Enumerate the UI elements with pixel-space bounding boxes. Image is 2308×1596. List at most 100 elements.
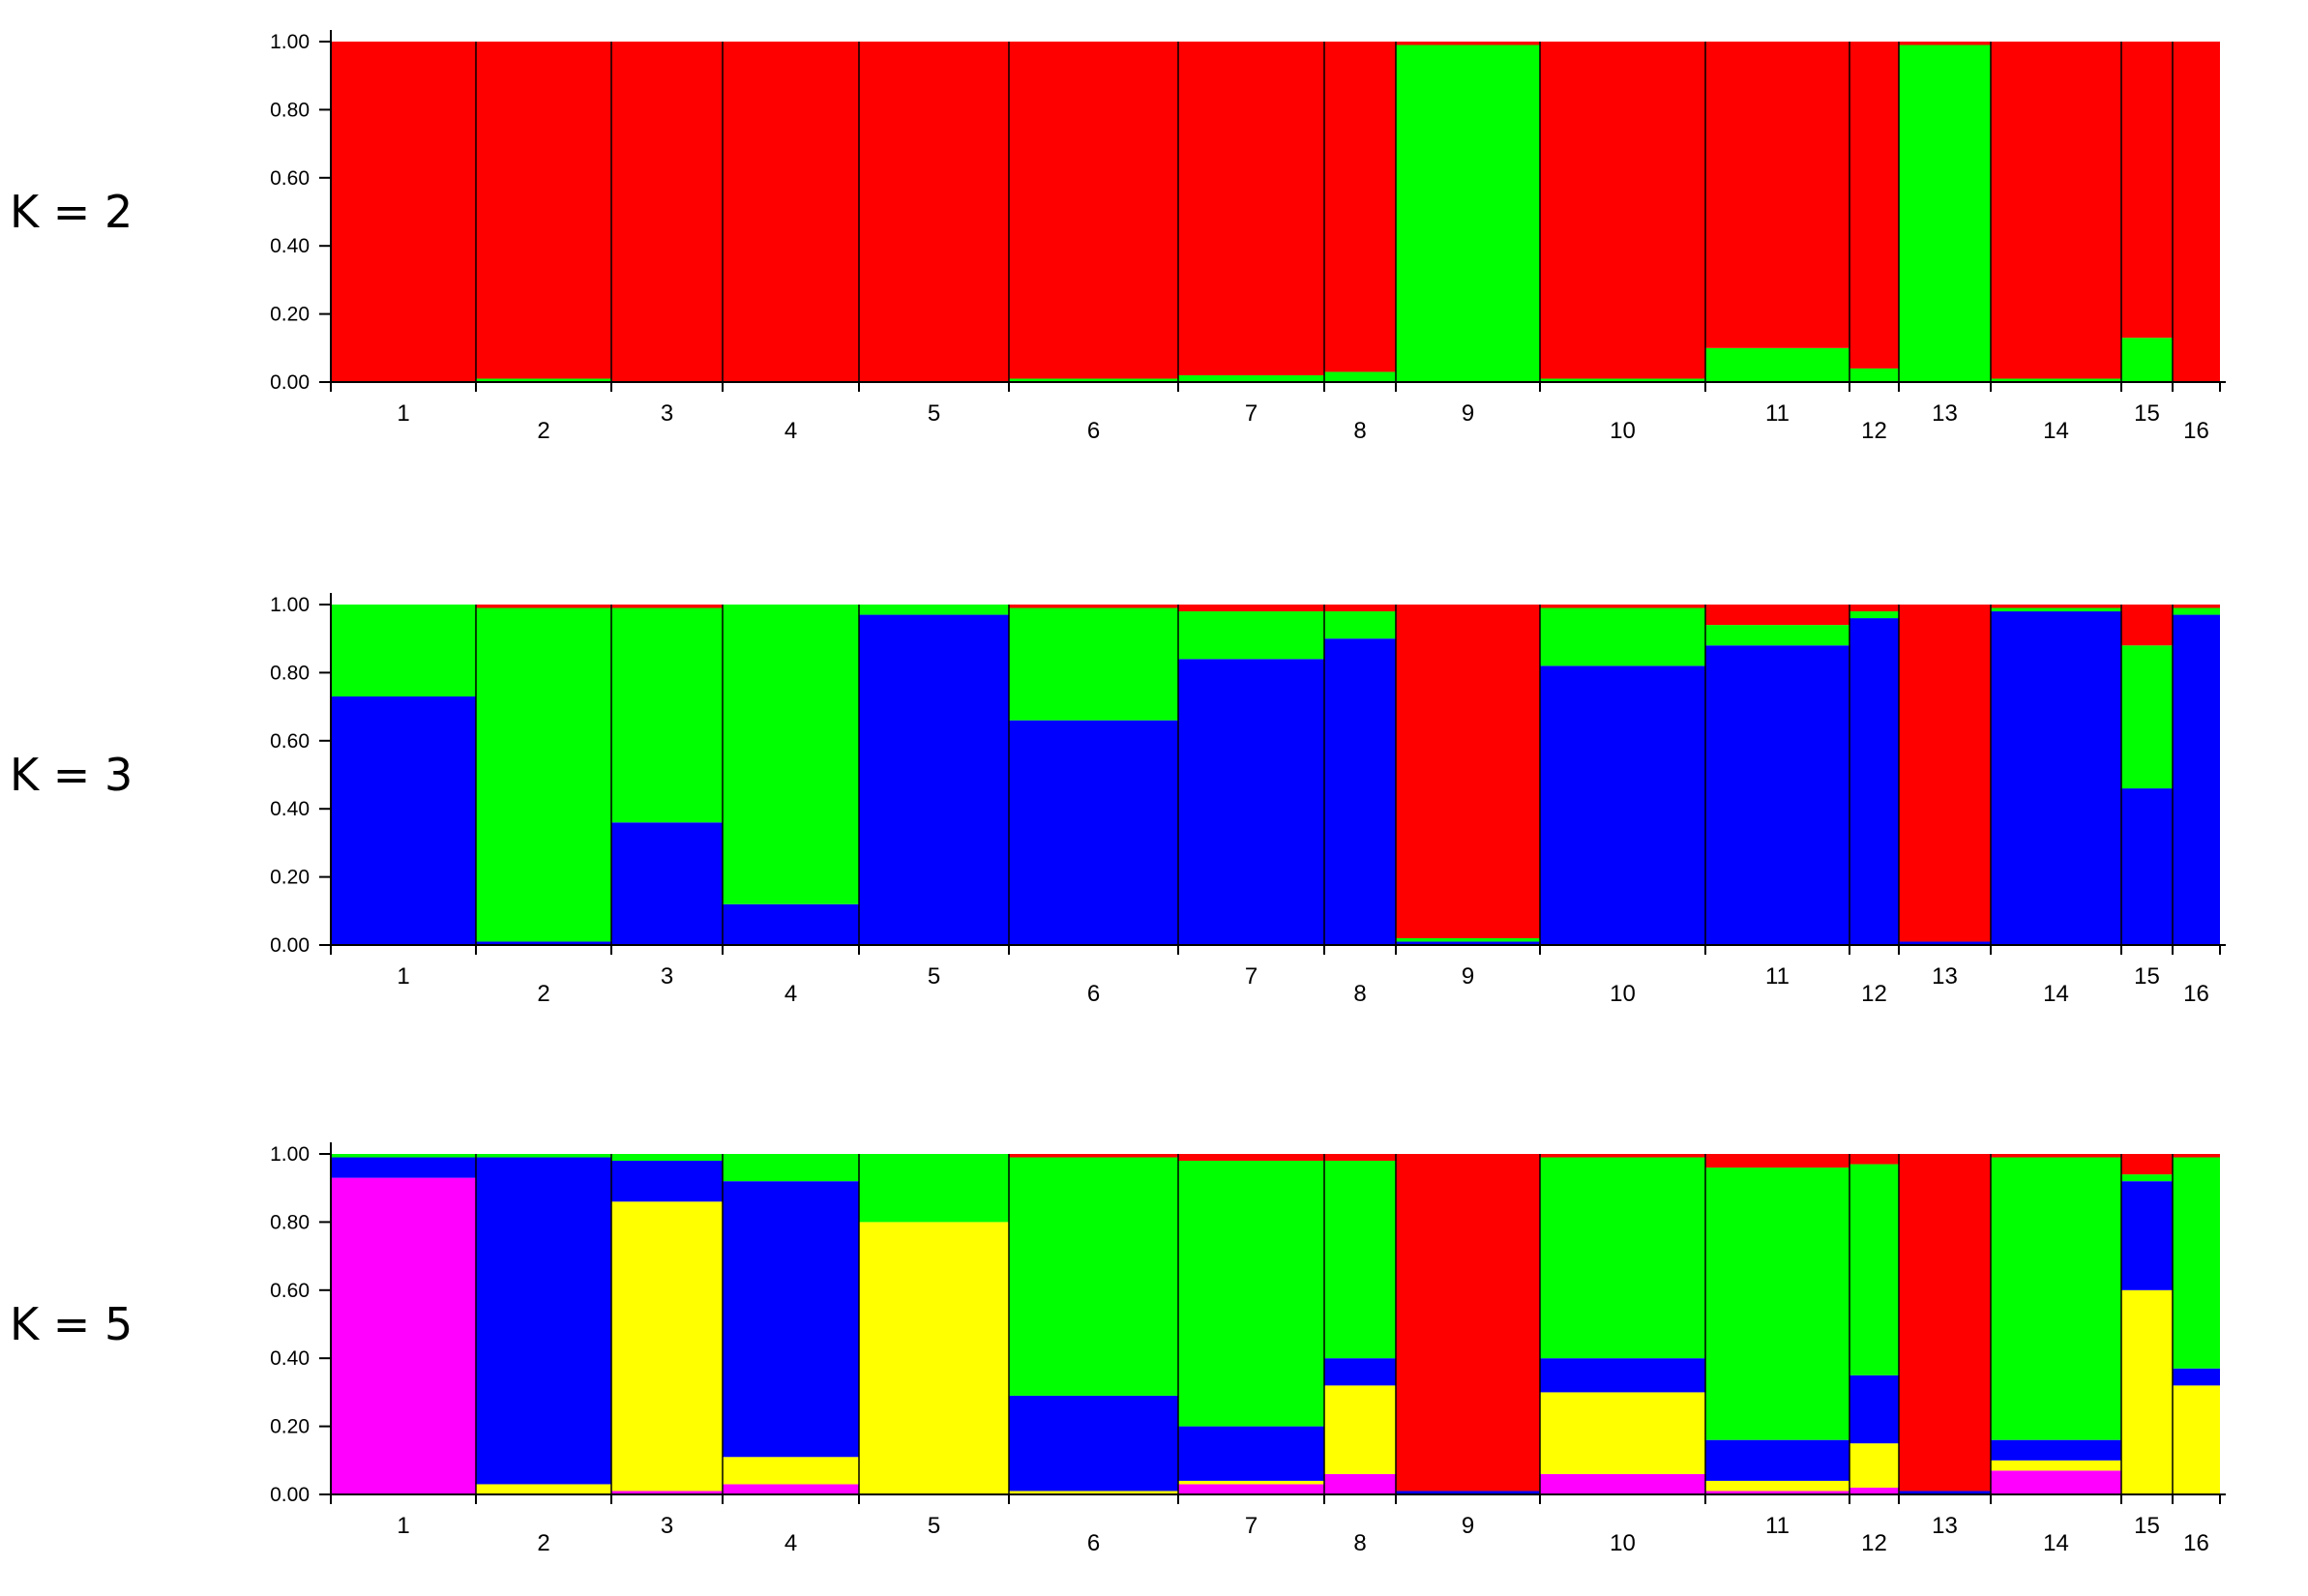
bar-segment-pop-13-cluster-3 — [1899, 1491, 1991, 1494]
bar-segment-pop-6-cluster-1 — [1009, 720, 1178, 945]
population-label-4: 4 — [784, 981, 797, 1007]
bar-segment-pop-16-cluster-3 — [2173, 605, 2220, 608]
population-label-7: 7 — [1245, 400, 1258, 427]
bar-segment-pop-7-cluster-2 — [1178, 611, 1324, 660]
population-label-3: 3 — [661, 400, 673, 427]
bar-segment-pop-15-cluster-1 — [2121, 338, 2173, 382]
bar-segment-pop-16-cluster-1 — [2173, 614, 2220, 945]
bar-segment-pop-1-cluster-1 — [331, 1177, 476, 1494]
bar-segment-pop-1-cluster-2 — [331, 605, 476, 697]
bar-segment-pop-14-cluster-3 — [1991, 1439, 2121, 1461]
y-tick-label: 1.00 — [270, 1143, 310, 1166]
bar-segment-pop-6-cluster-3 — [1009, 605, 1178, 608]
bar-segment-pop-1-cluster-1 — [331, 696, 476, 945]
bar-segment-pop-9-cluster-1 — [1396, 44, 1540, 383]
population-label-6: 6 — [1087, 1530, 1100, 1556]
population-label-8: 8 — [1353, 1530, 1366, 1556]
bar-segment-pop-3-cluster-4 — [611, 1154, 723, 1162]
population-label-13: 13 — [1932, 400, 1958, 427]
bar-segment-pop-12-cluster-3 — [1849, 605, 1899, 612]
y-tick-label: 0.80 — [270, 662, 310, 684]
bar-segment-pop-10-cluster-3 — [1540, 605, 1705, 608]
y-tick-label: 0.20 — [270, 867, 310, 889]
bar-segment-pop-12-cluster-2 — [1849, 1443, 1899, 1488]
population-label-11: 11 — [1765, 1513, 1790, 1539]
bar-segment-pop-14-cluster-3 — [1991, 605, 2121, 608]
panel-k3: K = 3 0.00 0.20 0.40 0.60 0.80 1.00 1 2 3 4 5 6 7 8 9 1… — [0, 563, 2308, 1047]
bar-segment-pop-8-cluster-1 — [1324, 1473, 1396, 1494]
population-label-9: 9 — [1462, 400, 1474, 427]
bar-segment-pop-3-cluster-1 — [611, 822, 723, 945]
population-label-11: 11 — [1765, 963, 1790, 990]
structure-plot-k3: 0.000.200.400.600.801.001234567891011121… — [270, 593, 2226, 1007]
bar-segment-pop-2-cluster-1 — [476, 378, 611, 382]
population-label-15: 15 — [2134, 1513, 2160, 1539]
bar-segment-pop-11-cluster-5 — [1705, 1154, 1849, 1168]
bar-segment-pop-15-cluster-2 — [2121, 1289, 2173, 1494]
bar-segment-pop-6-cluster-2 — [1009, 1491, 1178, 1494]
bar-segment-pop-3-cluster-3 — [611, 1161, 723, 1202]
population-label-2: 2 — [537, 1530, 549, 1556]
bar-segment-pop-10-cluster-2 — [1540, 42, 1705, 379]
population-label-7: 7 — [1245, 963, 1258, 990]
bar-segment-pop-11-cluster-3 — [1705, 605, 1849, 626]
bar-segment-pop-8-cluster-3 — [1324, 1358, 1396, 1386]
population-label-3: 3 — [661, 1513, 673, 1539]
bar-segment-pop-4-cluster-1 — [723, 903, 859, 945]
bar-segment-pop-3-cluster-3 — [611, 605, 723, 608]
y-tick-label: 0.40 — [270, 1347, 310, 1370]
bar-segment-pop-14-cluster-4 — [1991, 1157, 2121, 1440]
bar-segment-pop-10-cluster-5 — [1540, 1154, 1705, 1158]
bar-segment-pop-11-cluster-1 — [1705, 645, 1849, 945]
bar-segment-pop-7-cluster-1 — [1178, 1484, 1324, 1494]
population-label-5: 5 — [928, 400, 940, 427]
bar-segment-pop-16-cluster-4 — [2173, 1157, 2220, 1369]
bar-segment-pop-15-cluster-2 — [2121, 645, 2173, 789]
y-tick-label: 0.00 — [270, 1484, 310, 1506]
bar-segment-pop-7-cluster-4 — [1178, 1161, 1324, 1427]
bar-segment-pop-6-cluster-2 — [1009, 607, 1178, 721]
bar-segment-pop-15-cluster-4 — [2121, 1174, 2173, 1182]
bar-segment-pop-12-cluster-2 — [1849, 42, 1899, 369]
population-label-13: 13 — [1932, 1513, 1958, 1539]
bar-segment-pop-14-cluster-1 — [1991, 611, 2121, 945]
bar-segment-pop-10-cluster-3 — [1540, 1358, 1705, 1393]
bar-segment-pop-11-cluster-2 — [1705, 625, 1849, 646]
y-tick-label: 0.80 — [270, 1211, 310, 1233]
population-label-6: 6 — [1087, 418, 1100, 444]
y-tick-label: 0.40 — [270, 235, 310, 257]
bar-segment-pop-12-cluster-1 — [1849, 1487, 1899, 1494]
y-tick-label: 0.20 — [270, 304, 310, 326]
bar-segment-pop-2-cluster-1 — [476, 941, 611, 945]
population-label-5: 5 — [928, 1513, 940, 1539]
population-label-14: 14 — [2043, 981, 2069, 1007]
bar-segment-pop-3-cluster-2 — [611, 1201, 723, 1492]
bar-segment-pop-14-cluster-1 — [1991, 378, 2121, 382]
bar-segment-pop-6-cluster-3 — [1009, 1395, 1178, 1492]
bar-segment-pop-6-cluster-4 — [1009, 1157, 1178, 1396]
bar-segment-pop-13-cluster-1 — [1899, 44, 1991, 383]
k2-label: K = 2 — [10, 186, 133, 238]
population-label-8: 8 — [1353, 981, 1366, 1007]
bar-segment-pop-5-cluster-2 — [859, 605, 1009, 615]
population-label-1: 1 — [397, 963, 409, 990]
bar-segment-pop-15-cluster-1 — [2121, 788, 2173, 945]
bar-segment-pop-11-cluster-2 — [1705, 42, 1849, 348]
population-label-2: 2 — [537, 981, 549, 1007]
bar-segment-pop-5-cluster-2 — [859, 42, 1009, 382]
structure-plot-k2: 0.000.200.400.600.801.001234567891011121… — [270, 30, 2226, 444]
bar-segment-pop-3-cluster-1 — [611, 1491, 723, 1494]
bar-segment-pop-4-cluster-3 — [723, 1181, 859, 1458]
population-label-2: 2 — [537, 418, 549, 444]
bar-segment-pop-12-cluster-5 — [1849, 1154, 1899, 1165]
bar-segment-pop-10-cluster-2 — [1540, 1392, 1705, 1474]
bar-segment-pop-14-cluster-5 — [1991, 1154, 2121, 1158]
population-label-4: 4 — [784, 1530, 797, 1556]
bar-segment-pop-11-cluster-1 — [1705, 347, 1849, 382]
population-label-14: 14 — [2043, 418, 2069, 444]
bar-segment-pop-2-cluster-2 — [476, 42, 611, 379]
bar-segment-pop-14-cluster-2 — [1991, 1460, 2121, 1471]
population-label-10: 10 — [1610, 981, 1636, 1007]
bar-segment-pop-11-cluster-4 — [1705, 1167, 1849, 1440]
bar-segment-pop-12-cluster-4 — [1849, 1164, 1899, 1375]
